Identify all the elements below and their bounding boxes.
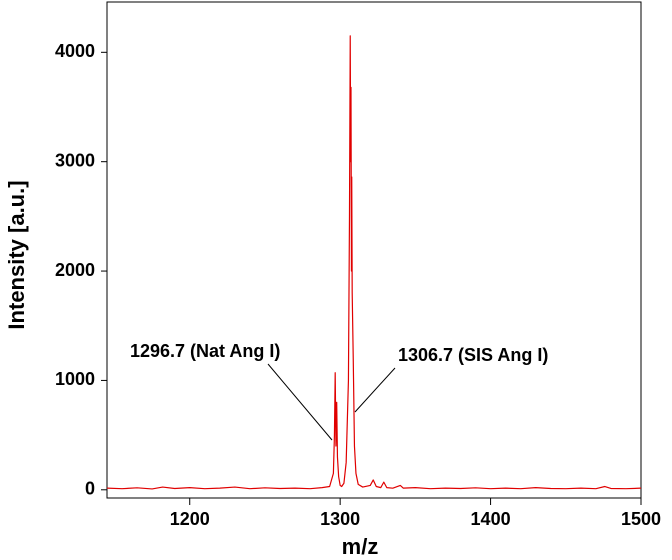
- x-tick-label: 1500: [621, 509, 661, 529]
- leader-line: [354, 367, 396, 413]
- annotation: 1296.7 (Nat Ang I): [130, 341, 280, 361]
- y-axis-label: Intensity [a.u.]: [4, 180, 29, 329]
- x-tick-label: 1200: [170, 509, 210, 529]
- x-tick-label: 1300: [320, 509, 360, 529]
- annotation: 1306.7 (SIS Ang I): [398, 345, 548, 365]
- spectrum-line: [106, 35, 642, 490]
- x-tick-label: 1400: [471, 509, 511, 529]
- y-tick-label: 1000: [55, 369, 95, 389]
- y-tick-label: 2000: [55, 260, 95, 280]
- y-tick-label: 0: [85, 479, 95, 499]
- y-tick-label: 3000: [55, 150, 95, 170]
- leader-line: [267, 363, 333, 441]
- y-tick-label: 4000: [55, 41, 95, 61]
- x-axis-label: m/z: [342, 534, 379, 559]
- plot-frame: [106, 1, 642, 499]
